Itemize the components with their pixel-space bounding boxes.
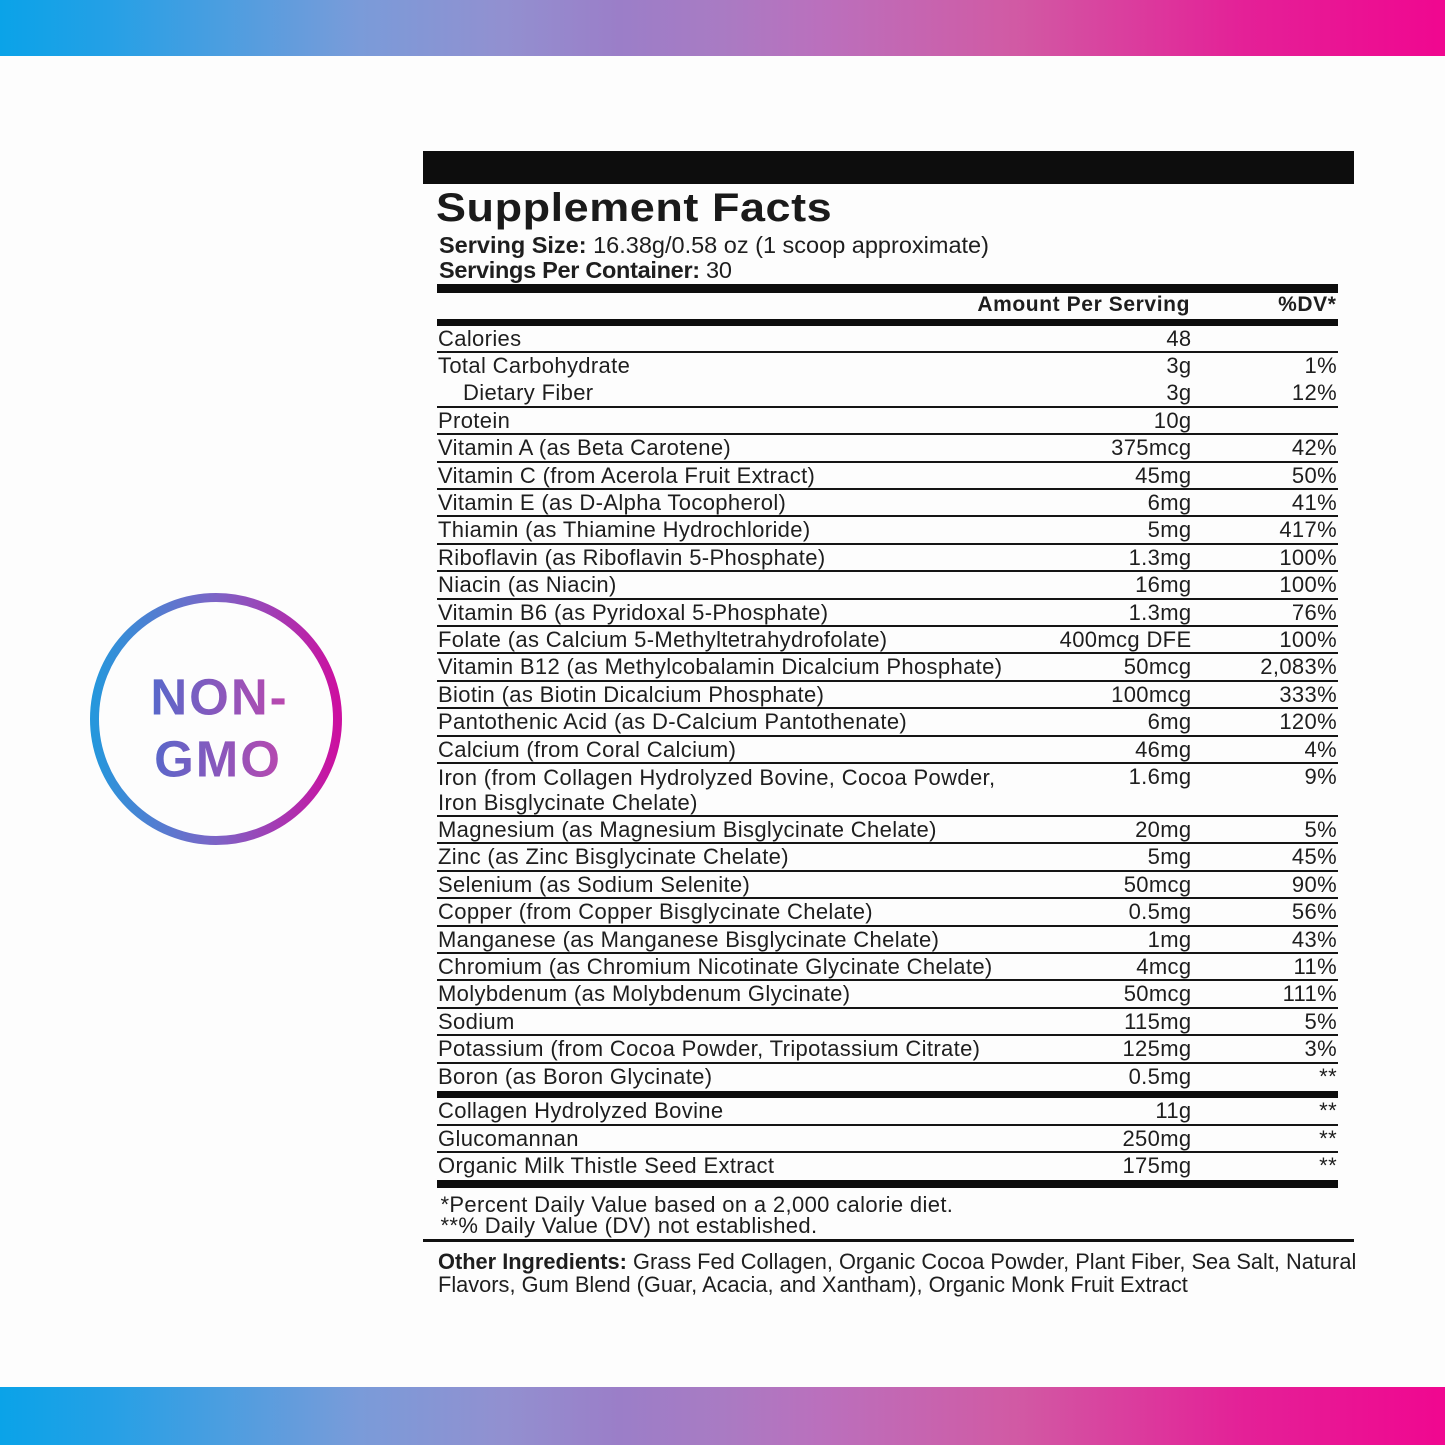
svg-text:GMO: GMO: [154, 731, 282, 788]
svg-text:NON-: NON-: [150, 669, 288, 726]
